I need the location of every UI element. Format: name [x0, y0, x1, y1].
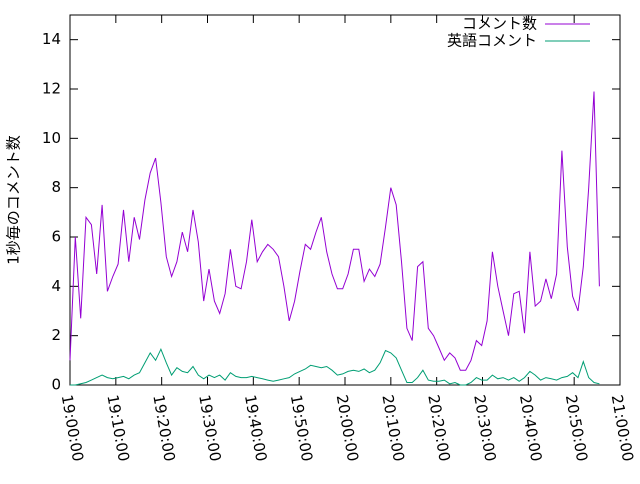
y-tick-label: 0 — [51, 376, 61, 394]
x-tick-label: 20:30:00 — [470, 393, 499, 462]
x-tick-label: 19:50:00 — [287, 393, 316, 462]
x-tick-label: 19:30:00 — [195, 393, 224, 462]
legend-label: コメント数 — [462, 15, 537, 33]
y-tick-label: 6 — [51, 228, 61, 246]
y-tick-label: 4 — [51, 277, 61, 295]
x-tick-label: 20:10:00 — [378, 393, 407, 462]
x-tick-label: 19:10:00 — [103, 393, 132, 462]
y-tick-label: 12 — [42, 80, 61, 98]
x-tick-label: 20:20:00 — [424, 393, 453, 462]
y-axis-label: 1秒毎のコメント数 — [5, 135, 23, 265]
x-tick-label: 20:00:00 — [333, 393, 362, 462]
y-tick-label: 2 — [51, 326, 61, 344]
x-tick-label: 19:00:00 — [58, 393, 87, 462]
x-tick-label: 19:40:00 — [241, 393, 270, 462]
legend-label: 英語コメント — [447, 32, 537, 50]
x-tick-label: 20:40:00 — [516, 393, 545, 462]
series-line — [70, 347, 600, 386]
x-tick-label: 20:50:00 — [562, 393, 591, 462]
plot-frame — [69, 14, 621, 386]
y-tick-label: 8 — [51, 178, 61, 196]
series-line — [69, 91, 600, 371]
x-tick-label: 21:00:00 — [608, 393, 637, 462]
y-tick-label: 14 — [42, 30, 61, 48]
y-tick-label: 10 — [42, 129, 61, 147]
x-tick-label: 19:20:00 — [149, 393, 178, 462]
